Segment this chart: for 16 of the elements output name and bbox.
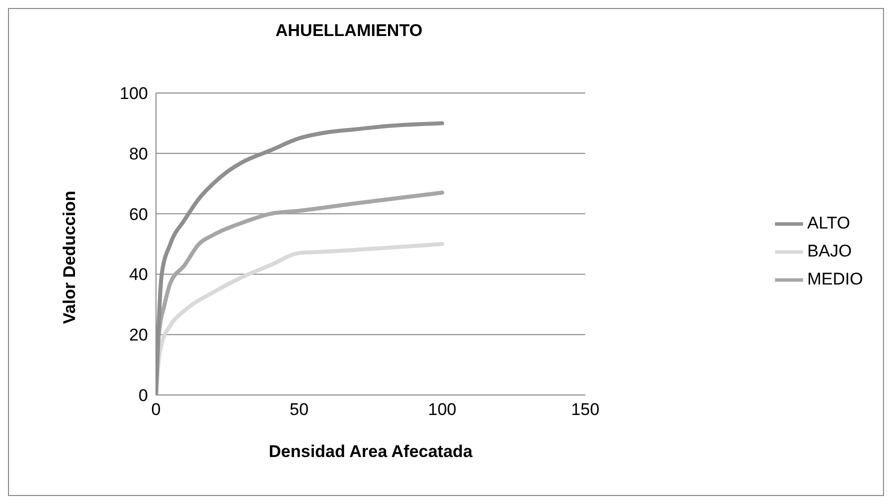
legend-label: BAJO xyxy=(807,241,852,260)
legend-label: MEDIO xyxy=(807,269,863,288)
x-tick-label: 0 xyxy=(151,400,161,420)
chart-title: AHUELLAMIENTO xyxy=(274,21,424,41)
x-axis-title: Densidad Area Afecatada xyxy=(268,442,474,461)
x-tick-label: 150 xyxy=(571,400,600,420)
y-tick-label: 80 xyxy=(129,144,148,164)
x-tick-label: 100 xyxy=(428,400,456,420)
y-axis-title: Valor Deduccion xyxy=(60,190,80,324)
legend-label: ALTO xyxy=(807,213,850,232)
y-tick-label: 60 xyxy=(129,204,148,224)
y-tick-label: 40 xyxy=(129,265,148,284)
y-tick-label: 0 xyxy=(138,386,148,406)
y-tick-label: 100 xyxy=(120,84,148,104)
x-tick-label: 50 xyxy=(290,400,309,420)
y-tick-label: 20 xyxy=(129,326,148,345)
